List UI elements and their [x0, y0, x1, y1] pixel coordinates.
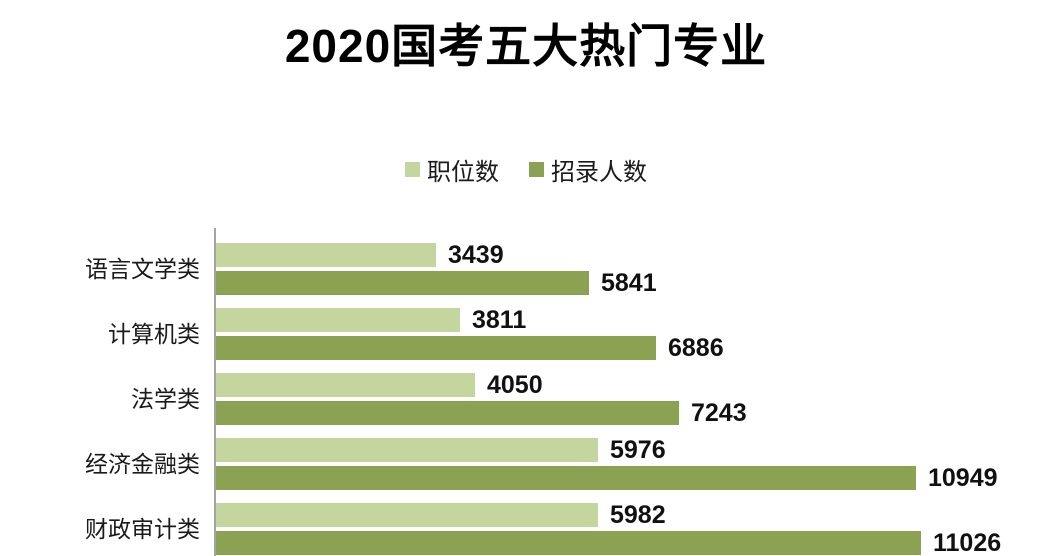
value-label: 5841	[601, 268, 657, 297]
bar-group: 经济金融类 5976 10949	[0, 434, 1052, 490]
value-label: 3439	[448, 240, 504, 269]
bar-groups: 语言文学类 3439 5841 计算机类 3811	[0, 239, 1052, 556]
positions-bar	[216, 503, 598, 527]
bar-group: 计算机类 3811 6886	[0, 304, 1052, 360]
bar-group: 语言文学类 3439 5841	[0, 239, 1052, 295]
value-label: 4050	[487, 370, 543, 399]
positions-bar	[216, 308, 460, 332]
recruits-bar	[216, 271, 589, 295]
legend-item-recruits: 招录人数	[529, 152, 647, 187]
positions-bar	[216, 438, 598, 462]
value-label: 10949	[928, 463, 998, 492]
value-label: 5982	[610, 500, 666, 529]
value-label: 7243	[691, 398, 747, 427]
chart-title: 2020国考五大热门专业	[284, 20, 768, 72]
y-axis-line	[214, 228, 216, 556]
positions-bar	[216, 373, 475, 397]
positions-swatch-icon	[405, 162, 420, 177]
category-label: 计算机类	[108, 320, 200, 347]
value-label: 11026	[933, 528, 1002, 556]
value-label: 3811	[472, 305, 527, 334]
recruits-bar	[216, 336, 656, 360]
recruits-bar	[216, 531, 921, 555]
value-label: 6886	[668, 333, 724, 362]
category-label: 经济金融类	[85, 450, 200, 477]
legend-item-positions: 职位数	[405, 152, 499, 187]
recruits-bar	[216, 466, 916, 490]
bar-group: 财政审计类 5982 11026	[0, 499, 1052, 555]
category-label: 语言文学类	[85, 255, 200, 282]
legend-label: 职位数	[427, 159, 499, 186]
category-label: 法学类	[131, 385, 200, 412]
recruits-bar	[216, 401, 679, 425]
bar-group: 法学类 4050 7243	[0, 369, 1052, 425]
plot-area: 语言文学类 3439 5841 计算机类 3811	[0, 228, 1052, 556]
legend-label: 招录人数	[551, 159, 647, 186]
value-label: 5976	[610, 435, 666, 464]
positions-bar	[216, 243, 436, 267]
category-label: 财政审计类	[85, 515, 200, 542]
legend: 职位数 招录人数	[0, 152, 1052, 187]
recruits-swatch-icon	[529, 162, 544, 177]
